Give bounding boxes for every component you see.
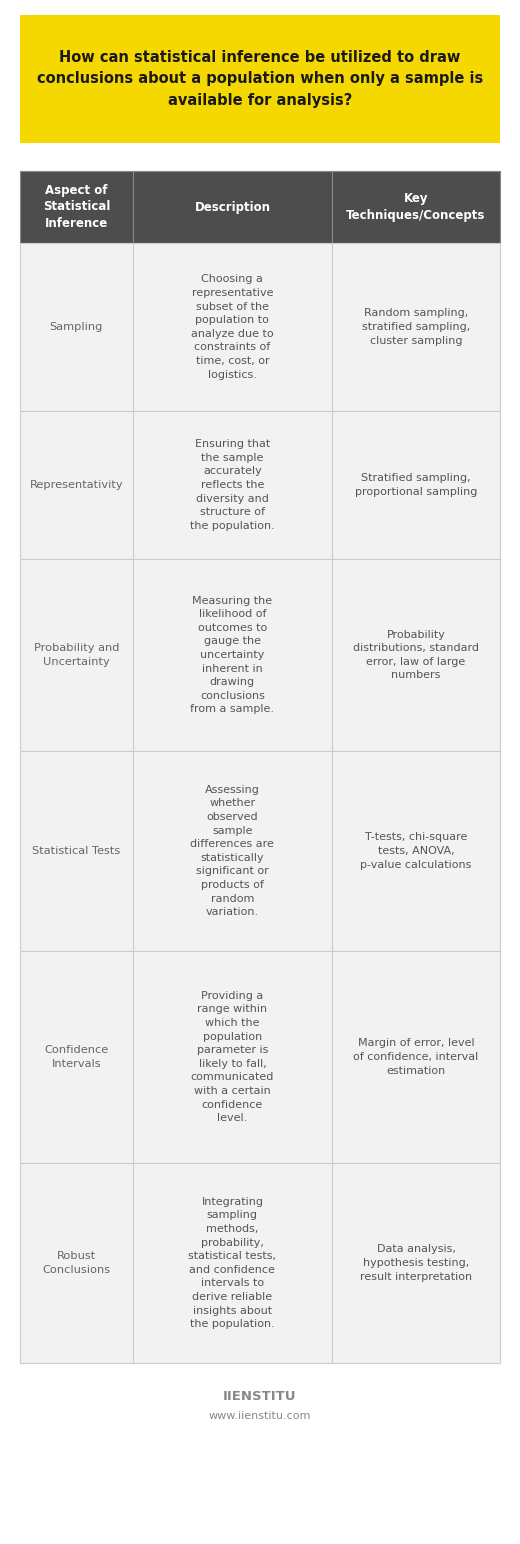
FancyBboxPatch shape: [133, 242, 332, 411]
Text: Data analysis,
hypothesis testing,
result interpretation: Data analysis, hypothesis testing, resul…: [360, 1244, 472, 1282]
FancyBboxPatch shape: [332, 951, 500, 1163]
FancyBboxPatch shape: [20, 1163, 133, 1363]
Text: Integrating
sampling
methods,
probability,
statistical tests,
and confidence
int: Integrating sampling methods, probabilit…: [188, 1197, 277, 1329]
FancyBboxPatch shape: [133, 750, 332, 951]
FancyBboxPatch shape: [332, 750, 500, 951]
Text: Sampling: Sampling: [50, 323, 103, 332]
FancyBboxPatch shape: [133, 559, 332, 750]
FancyBboxPatch shape: [20, 1163, 500, 1363]
Text: IIENSTITU: IIENSTITU: [223, 1390, 297, 1402]
Text: Assessing
whether
observed
sample
differences are
statistically
significant or
p: Assessing whether observed sample differ…: [190, 784, 275, 917]
Text: Random sampling,
stratified sampling,
cluster sampling: Random sampling, stratified sampling, cl…: [362, 309, 470, 346]
FancyBboxPatch shape: [332, 171, 500, 242]
Text: Margin of error, level
of confidence, interval
estimation: Margin of error, level of confidence, in…: [354, 1039, 478, 1076]
Text: www.iienstitu.com: www.iienstitu.com: [209, 1411, 311, 1420]
FancyBboxPatch shape: [20, 411, 133, 559]
Text: Key
Techniques/Concepts: Key Techniques/Concepts: [346, 193, 486, 222]
Text: Ensuring that
the sample
accurately
reflects the
diversity and
structure of
the : Ensuring that the sample accurately refl…: [190, 438, 275, 531]
FancyBboxPatch shape: [20, 411, 500, 559]
FancyBboxPatch shape: [20, 559, 133, 750]
FancyBboxPatch shape: [133, 411, 332, 559]
FancyBboxPatch shape: [20, 559, 500, 750]
FancyBboxPatch shape: [332, 1163, 500, 1363]
FancyBboxPatch shape: [133, 951, 332, 1163]
FancyBboxPatch shape: [20, 242, 500, 411]
FancyBboxPatch shape: [20, 171, 500, 242]
FancyBboxPatch shape: [20, 951, 500, 1163]
Text: Representativity: Representativity: [30, 480, 123, 489]
FancyBboxPatch shape: [20, 951, 133, 1163]
Text: Robust
Conclusions: Robust Conclusions: [42, 1251, 110, 1275]
FancyBboxPatch shape: [20, 171, 133, 242]
Text: How can statistical inference be utilized to draw
conclusions about a population: How can statistical inference be utilize…: [37, 51, 483, 108]
Text: Description: Description: [194, 201, 270, 213]
Text: Stratified sampling,
proportional sampling: Stratified sampling, proportional sampli…: [355, 472, 477, 497]
FancyBboxPatch shape: [20, 15, 500, 144]
FancyBboxPatch shape: [332, 559, 500, 750]
Text: Choosing a
representative
subset of the
population to
analyze due to
constraints: Choosing a representative subset of the …: [191, 275, 274, 380]
Text: Confidence
Intervals: Confidence Intervals: [44, 1045, 109, 1068]
Text: Probability
distributions, standard
error, law of large
numbers: Probability distributions, standard erro…: [353, 630, 479, 681]
FancyBboxPatch shape: [133, 1163, 332, 1363]
FancyBboxPatch shape: [20, 750, 133, 951]
Text: T-tests, chi-square
tests, ANOVA,
p-value calculations: T-tests, chi-square tests, ANOVA, p-valu…: [360, 832, 472, 869]
FancyBboxPatch shape: [20, 242, 133, 411]
Text: Measuring the
likelihood of
outcomes to
gauge the
uncertainty
inherent in
drawin: Measuring the likelihood of outcomes to …: [190, 596, 275, 715]
FancyBboxPatch shape: [332, 411, 500, 559]
Text: Aspect of
Statistical
Inference: Aspect of Statistical Inference: [43, 184, 110, 230]
Text: Probability and
Uncertainty: Probability and Uncertainty: [34, 644, 119, 667]
Text: Statistical Tests: Statistical Tests: [32, 846, 121, 855]
Text: Providing a
range within
which the
population
parameter is
likely to fall,
commu: Providing a range within which the popul…: [191, 991, 274, 1122]
FancyBboxPatch shape: [332, 242, 500, 411]
FancyBboxPatch shape: [133, 171, 332, 242]
FancyBboxPatch shape: [20, 750, 500, 951]
